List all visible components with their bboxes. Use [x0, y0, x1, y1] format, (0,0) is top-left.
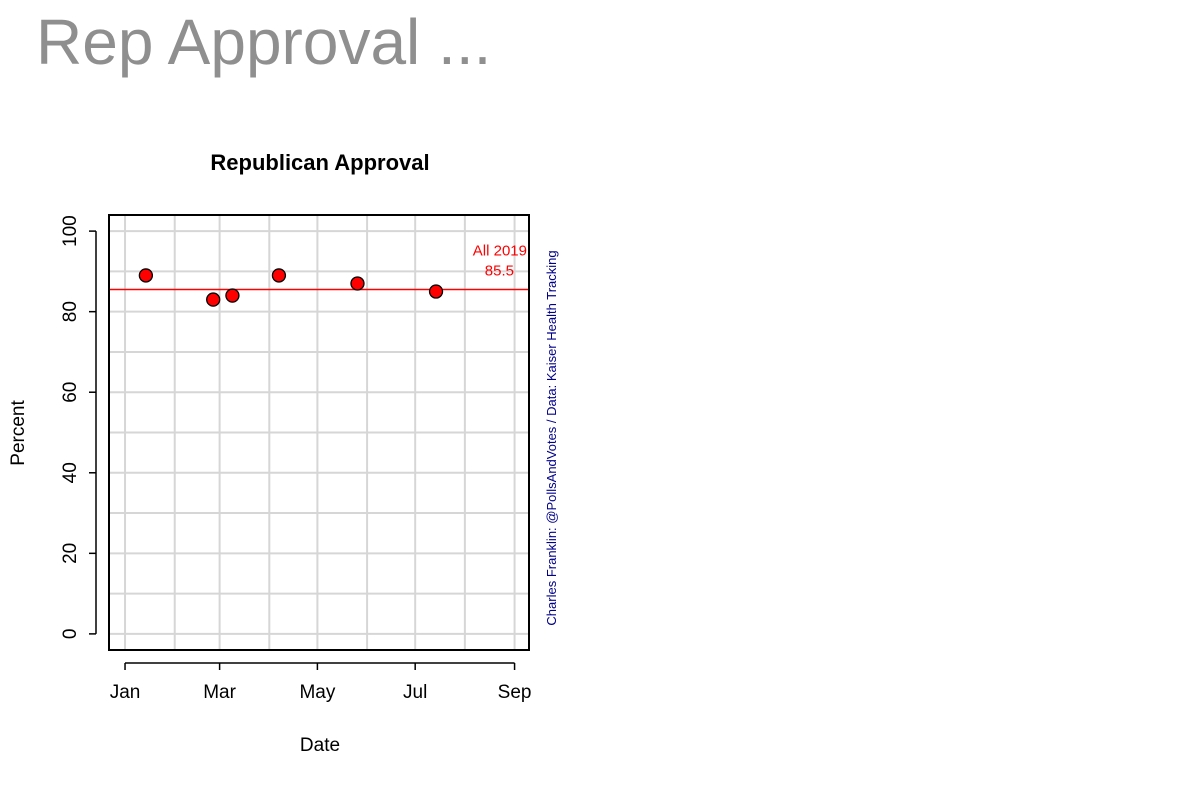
plot-frame	[108, 214, 530, 651]
x-tick-label: Mar	[203, 682, 236, 703]
slide-title: Rep Approval ...	[36, 6, 492, 78]
reference-line-group: All 2019 85.5	[109, 243, 529, 291]
data-point	[271, 268, 287, 283]
y-tick-label: 20	[60, 543, 81, 564]
y-tick-label: 40	[60, 462, 81, 483]
x-tick-label: Sep	[498, 682, 532, 703]
y-axis-label: Percent	[8, 400, 29, 466]
data-point	[350, 276, 365, 291]
y-tick-label: 80	[60, 301, 81, 322]
x-tick-label: Jan	[110, 682, 141, 703]
y-tick-label: 100	[60, 215, 81, 247]
y-tick-label: 60	[60, 382, 81, 403]
reference-line-label: All 2019	[473, 243, 527, 260]
x-axis: Jan Mar May Jul Sep	[110, 662, 532, 703]
data-point	[225, 288, 240, 303]
chart-title: Republican Approval	[210, 150, 429, 175]
grid	[109, 215, 529, 650]
data-point	[138, 268, 154, 283]
reference-line-value: 85.5	[485, 263, 514, 280]
data-point	[428, 284, 444, 299]
data-point	[206, 292, 221, 307]
y-axis: 0 20 40 60 80 100	[60, 215, 97, 640]
y-tick-label: 0	[60, 629, 81, 640]
data-credit: Charles Franklin: @PollsAndVotes / Data:…	[544, 250, 559, 625]
x-tick-label: Jul	[403, 682, 427, 703]
x-axis-label: Date	[300, 735, 340, 756]
data-points	[138, 268, 444, 307]
x-tick-label: May	[299, 682, 335, 703]
